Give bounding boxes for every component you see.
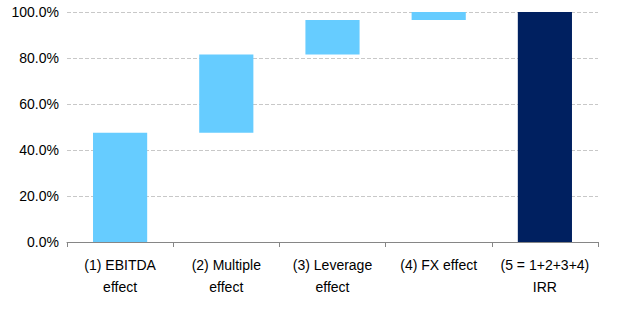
svg-text:effect: effect bbox=[209, 279, 243, 295]
svg-text:effect: effect bbox=[103, 279, 137, 295]
svg-text:100.0%: 100.0% bbox=[12, 4, 59, 20]
svg-text:(5 = 1+2+3+4): (5 = 1+2+3+4) bbox=[501, 257, 590, 273]
svg-text:effect: effect bbox=[316, 279, 350, 295]
svg-text:20.0%: 20.0% bbox=[19, 188, 59, 204]
svg-text:0.0%: 0.0% bbox=[27, 234, 59, 250]
svg-text:(1) EBITDA: (1) EBITDA bbox=[84, 257, 156, 273]
svg-text:(4) FX effect: (4) FX effect bbox=[400, 257, 477, 273]
svg-text:40.0%: 40.0% bbox=[19, 142, 59, 158]
svg-text:80.0%: 80.0% bbox=[19, 50, 59, 66]
svg-text:(3) Leverage: (3) Leverage bbox=[293, 257, 373, 273]
svg-text:IRR: IRR bbox=[533, 279, 557, 295]
svg-text:(2) Multiple: (2) Multiple bbox=[192, 257, 261, 273]
svg-text:60.0%: 60.0% bbox=[19, 96, 59, 112]
